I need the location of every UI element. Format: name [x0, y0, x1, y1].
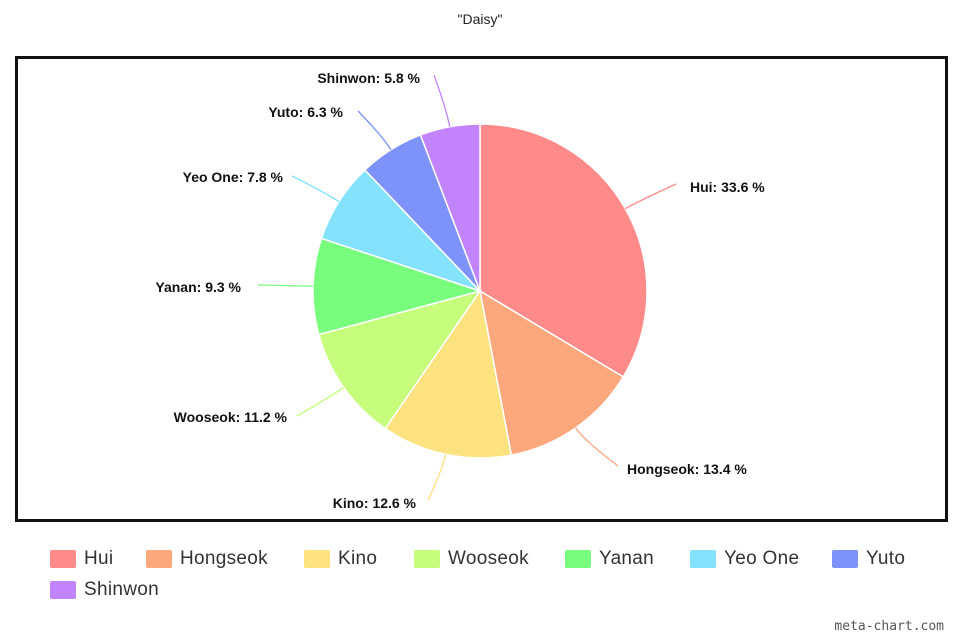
legend-label: Shinwon	[84, 579, 159, 600]
legend-swatch	[565, 550, 591, 568]
leader-line-kino	[427, 454, 447, 501]
legend-swatch	[690, 550, 716, 568]
watermark: meta-chart.com	[834, 619, 944, 634]
legend-swatch	[832, 550, 858, 568]
pie-slice-kino[interactable]	[384, 289, 513, 459]
legend-item-wooseok[interactable]: Wooseok	[414, 548, 529, 570]
legend-item-shinwon[interactable]: Shinwon	[50, 579, 159, 601]
slice-label-kino: Kino: 12.6 %	[333, 495, 417, 511]
leader-line-yuto	[357, 110, 392, 151]
leader-line-hui	[624, 183, 677, 210]
pie-slice-hongseok[interactable]	[478, 289, 625, 456]
chart-title: "Daisy"	[457, 11, 503, 27]
leader-line-yanan	[257, 284, 314, 287]
legend-swatch	[50, 581, 76, 599]
legend-swatch	[50, 550, 76, 568]
legend-label: Kino	[338, 548, 378, 569]
legend-item-kino[interactable]: Kino	[304, 548, 377, 570]
plot-area-frame	[15, 56, 948, 522]
pie-slice-hui[interactable]	[479, 123, 648, 378]
legend-label: Yuto	[866, 548, 906, 569]
legend-label: Hui	[84, 548, 114, 569]
legend-item-yeo-one[interactable]: Yeo One	[690, 548, 799, 570]
legend-swatch	[146, 550, 172, 568]
legend-label: Hongseok	[180, 548, 268, 569]
legend-item-hongseok[interactable]: Hongseok	[146, 548, 268, 570]
leader-line-yeo-one	[291, 175, 340, 203]
legend-item-yuto[interactable]: Yuto	[832, 548, 905, 570]
slice-label-shinwon: Shinwon: 5.8 %	[317, 70, 420, 86]
legend-item-yanan[interactable]: Yanan	[565, 548, 654, 570]
leader-line-wooseok	[296, 386, 345, 417]
slice-label-yeo-one: Yeo One: 7.8 %	[183, 169, 284, 185]
slice-label-yanan: Yanan: 9.3 %	[155, 279, 241, 295]
slice-label-hongseok: Hongseok: 13.4 %	[627, 461, 747, 477]
leader-line-hongseok	[575, 427, 619, 467]
legend-item-hui[interactable]: Hui	[50, 548, 113, 570]
legend-label: Wooseok	[448, 548, 529, 569]
legend-label: Yeo One	[724, 548, 800, 569]
slice-label-hui: Hui: 33.6 %	[690, 179, 765, 195]
slice-label-wooseok: Wooseok: 11.2 %	[174, 409, 288, 425]
legend-label: Yanan	[599, 548, 655, 569]
legend-swatch	[304, 550, 330, 568]
legend-swatch	[414, 550, 440, 568]
slice-label-yuto: Yuto: 6.3 %	[268, 104, 343, 120]
leader-line-shinwon	[433, 74, 451, 127]
pie-slice-shinwon[interactable]	[419, 123, 481, 292]
pie-slice-wooseok[interactable]	[317, 289, 482, 430]
